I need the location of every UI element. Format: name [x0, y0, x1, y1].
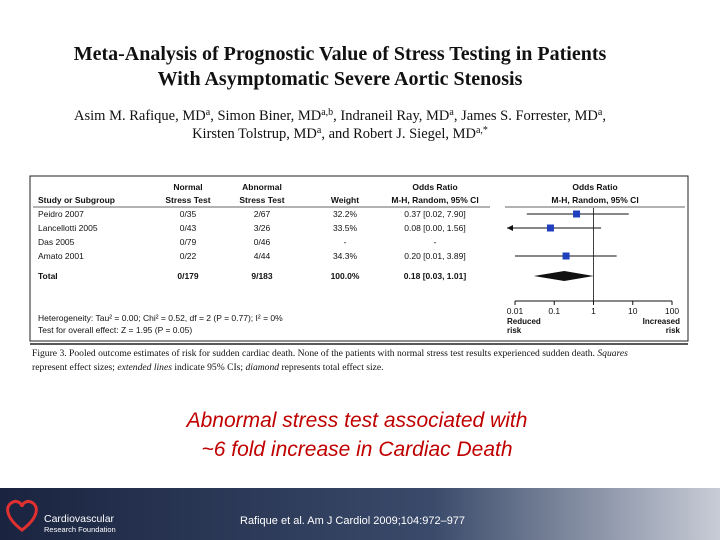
table-cell: Amato 2001 — [38, 251, 84, 261]
table-cell: 9/183 — [251, 271, 273, 281]
x-tick-label: 1 — [591, 306, 596, 316]
table-header: Stress Test — [239, 195, 284, 205]
table-cell: 0/79 — [180, 237, 197, 247]
table-cell: Das 2005 — [38, 237, 75, 247]
caption-segment: indicate 95% CIs; — [172, 362, 246, 373]
table-cell: - — [344, 237, 347, 247]
overall-effect: Test for overall effect: Z = 1.95 (P = 0… — [38, 325, 192, 335]
table-cell: 0/35 — [180, 209, 197, 219]
highlight-text: Abnormal stress test associated with — [185, 409, 528, 432]
total-diamond — [533, 271, 594, 281]
caption-segment: diamond — [245, 362, 279, 373]
table-cell: 0/22 — [180, 251, 197, 261]
author-separator: , — [602, 108, 606, 124]
axis-label: Reduced — [507, 317, 541, 326]
table-cell: 0/179 — [177, 271, 199, 281]
author-line: Kirsten Tolstrup, MDa, and Robert J. Sie… — [192, 125, 488, 142]
caption-segment: extended lines — [117, 362, 172, 373]
table-cell: 0.37 [0.02, 7.90] — [404, 209, 465, 219]
table-cell: Lancellotti 2005 — [38, 223, 98, 233]
table-cell: 100.0% — [331, 271, 360, 281]
logo-heart — [6, 500, 38, 532]
table-cell: 0.18 [0.03, 1.01] — [404, 271, 467, 281]
author-separator: , — [454, 108, 461, 124]
table-header: Abnormal — [242, 182, 282, 192]
logo-text: Research Foundation — [44, 525, 116, 534]
author-name: Indraneil Ray, MD — [340, 108, 449, 124]
author-separator: , and — [321, 126, 353, 142]
caption-line: represent effect sizes; extended lines i… — [32, 362, 384, 373]
logo-text: Cardiovascular — [44, 513, 115, 525]
caption-segment: represents total effect size. — [279, 362, 384, 373]
footer-bar — [0, 488, 720, 540]
table-cell: 0/43 — [180, 223, 197, 233]
author-affiliation: a,* — [476, 125, 488, 136]
author-affiliation: a — [598, 107, 603, 118]
author-affiliation: a,b — [321, 107, 333, 118]
paper-title: With Asymptomatic Severe Aortic Stenosis — [158, 68, 523, 90]
caption-segment: Figure 3. Pooled outcome estimates of ri… — [32, 348, 597, 359]
x-tick-label: 100 — [665, 306, 679, 316]
table-cell: 0.20 [0.01, 3.89] — [404, 251, 465, 261]
table-header: Odds Ratio — [412, 182, 457, 192]
table-cell: 2/67 — [254, 209, 271, 219]
author-name: Kirsten Tolstrup, MD — [192, 126, 317, 142]
author-affiliation: a — [449, 107, 454, 118]
table-header: M-H, Random, 95% CI — [391, 195, 478, 205]
table-header: Stress Test — [165, 195, 210, 205]
author-affiliation: a — [206, 107, 211, 118]
effect-square — [546, 224, 554, 232]
axis-label: risk — [666, 326, 681, 335]
table-cell: 4/44 — [254, 251, 271, 261]
table-cell: 33.5% — [333, 223, 358, 233]
x-tick-label: 0.01 — [507, 306, 524, 316]
figure-frame — [29, 175, 689, 342]
author-affiliation: a — [317, 125, 322, 136]
author-separator: , — [210, 108, 217, 124]
caption-line: Figure 3. Pooled outcome estimates of ri… — [32, 348, 628, 359]
table-header: Weight — [331, 195, 359, 205]
author-name: Robert J. Siegel, MD — [353, 126, 476, 142]
effect-square — [573, 210, 581, 218]
citation: Rafique et al. Am J Cardiol 2009;104:972… — [240, 515, 465, 527]
author-name: Asim M. Rafique, MD — [74, 108, 206, 124]
caption-segment: Squares — [597, 348, 628, 359]
table-header: M-H, Random, 95% CI — [551, 195, 638, 205]
ci-arrow — [507, 225, 513, 231]
table-cell: 0/46 — [254, 237, 271, 247]
author-separator: , — [333, 108, 340, 124]
caption-segment: represent effect sizes; — [32, 362, 117, 373]
x-tick-label: 10 — [628, 306, 638, 316]
table-cell: Peidro 2007 — [38, 209, 84, 219]
highlight-text: ~6 fold increase in Cardiac Death — [201, 438, 512, 461]
author-name: James S. Forrester, MD — [461, 108, 598, 124]
table-cell: 0.08 [0.00, 1.56] — [404, 223, 465, 233]
axis-label: risk — [507, 326, 522, 335]
table-cell: 32.2% — [333, 209, 358, 219]
x-tick-label: 0.1 — [548, 306, 560, 316]
table-header: Normal — [173, 182, 202, 192]
heterogeneity: Heterogeneity: Tau² = 0.00; Chi² = 0.52,… — [38, 313, 283, 323]
author-name: Simon Biner, MD — [217, 108, 321, 124]
table-cell: Total — [38, 271, 58, 281]
table-cell: 3/26 — [254, 223, 271, 233]
table-cell: 34.3% — [333, 251, 358, 261]
table-cell: - — [434, 237, 437, 247]
axis-label: Increased — [643, 317, 680, 326]
table-header: Odds Ratio — [572, 182, 617, 192]
table-header: Study or Subgroup — [38, 195, 115, 205]
paper-title: Meta-Analysis of Prognostic Value of Str… — [74, 43, 607, 65]
effect-square — [562, 252, 570, 260]
author-line: Asim M. Rafique, MDa, Simon Biner, MDa,b… — [74, 107, 606, 124]
